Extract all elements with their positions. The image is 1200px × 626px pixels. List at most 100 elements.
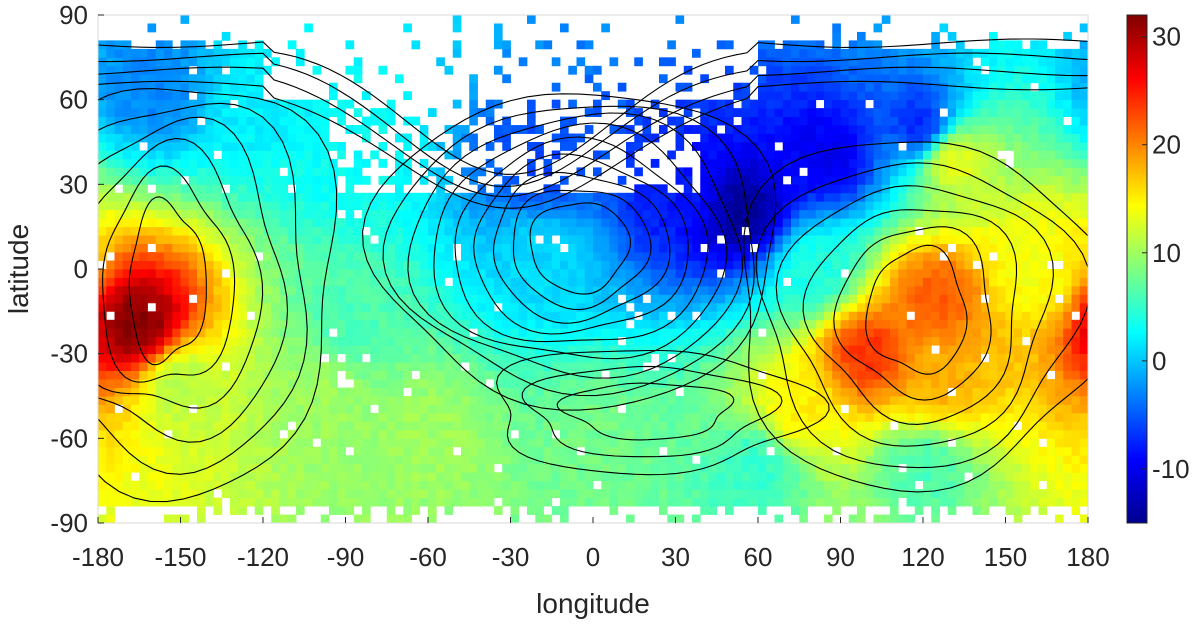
heat-cell xyxy=(881,277,891,287)
heat-cell xyxy=(683,294,693,304)
heat-cell xyxy=(1063,421,1072,431)
heat-cell xyxy=(584,387,594,397)
heat-cell xyxy=(1030,269,1039,278)
heat-cell xyxy=(494,243,503,253)
heat-cell xyxy=(989,260,998,270)
heat-cell xyxy=(246,429,256,439)
heat-cell xyxy=(782,285,792,295)
heat-cell xyxy=(254,404,264,414)
heat-cell xyxy=(1005,201,1015,211)
heat-cell xyxy=(956,302,965,312)
heat-cell xyxy=(461,379,470,388)
heat-cell xyxy=(246,455,256,465)
heat-cell xyxy=(518,404,528,414)
heat-cell xyxy=(914,387,924,397)
heat-cell xyxy=(1071,412,1081,422)
heat-cell xyxy=(411,421,421,431)
heat-cell xyxy=(923,201,932,211)
heat-cell xyxy=(114,269,124,278)
heat-cell xyxy=(799,370,808,380)
heat-cell xyxy=(279,412,289,422)
heat-cell xyxy=(419,311,429,321)
heat-cell xyxy=(543,421,553,431)
heat-cell xyxy=(832,379,841,388)
heat-cell xyxy=(1079,472,1088,482)
heat-cell xyxy=(279,209,289,219)
heat-cell xyxy=(1030,387,1039,397)
heat-cell xyxy=(659,201,668,211)
heat-cell xyxy=(774,167,784,177)
heat-cell xyxy=(601,294,610,304)
heat-cell xyxy=(989,269,998,278)
heat-cell xyxy=(914,285,924,295)
heat-cell xyxy=(312,302,322,312)
heat-cell xyxy=(741,209,751,219)
heat-cell xyxy=(279,175,289,185)
heat-cell xyxy=(642,446,652,456)
heat-cell xyxy=(428,235,437,244)
heat-cell xyxy=(312,260,322,270)
heat-cell xyxy=(650,472,660,482)
heat-cell xyxy=(733,260,742,270)
heat-cell xyxy=(205,252,214,261)
heat-cell xyxy=(898,404,907,414)
heat-cell xyxy=(1030,277,1039,287)
heat-cell xyxy=(716,133,726,143)
heat-cell xyxy=(370,277,379,287)
heat-cell xyxy=(428,218,437,228)
heat-cell xyxy=(370,446,379,456)
heat-cell xyxy=(296,150,305,160)
heat-cell xyxy=(584,252,594,261)
heat-cell xyxy=(1055,150,1064,160)
heat-cell xyxy=(626,480,635,490)
heat-cell xyxy=(164,235,173,244)
heat-cell xyxy=(1005,328,1015,338)
heat-cell xyxy=(296,319,305,329)
heat-cell xyxy=(230,489,239,498)
heat-cell xyxy=(370,412,379,422)
heat-cell xyxy=(304,446,313,456)
heat-cell xyxy=(205,311,214,321)
heat-cell xyxy=(502,396,511,405)
heat-cell xyxy=(180,201,190,211)
heat-cell xyxy=(197,387,206,397)
heat-cell xyxy=(774,158,784,168)
heat-cell xyxy=(155,438,165,448)
heat-cell xyxy=(395,480,404,490)
heat-cell xyxy=(675,336,685,346)
heat-cell xyxy=(378,192,388,202)
heat-cell xyxy=(857,506,866,515)
heat-cell xyxy=(832,438,841,448)
heat-cell xyxy=(188,302,198,312)
heat-cell xyxy=(287,387,297,397)
heat-cell xyxy=(683,167,693,177)
heat-cell xyxy=(815,404,825,414)
heat-cell xyxy=(881,243,891,253)
heat-cell xyxy=(650,370,660,380)
heat-cell xyxy=(164,201,173,211)
heat-cell xyxy=(881,497,891,507)
heat-cell xyxy=(1005,429,1015,439)
heat-cell xyxy=(708,396,718,405)
heat-cell xyxy=(147,446,157,456)
heat-cell xyxy=(139,336,148,346)
heat-cell xyxy=(469,463,478,473)
heat-cell xyxy=(518,345,528,355)
heat-cell xyxy=(708,404,718,414)
heat-cell xyxy=(898,370,907,380)
heat-cell xyxy=(378,379,388,388)
heat-cell xyxy=(964,328,973,338)
heat-cell xyxy=(353,311,363,321)
heat-cell xyxy=(815,379,825,388)
heat-cell xyxy=(230,167,239,177)
heat-cell xyxy=(147,480,157,490)
heat-cell xyxy=(1022,497,1031,507)
heat-cell xyxy=(527,218,536,228)
heat-cell xyxy=(617,370,627,380)
heat-cell xyxy=(452,345,462,355)
heat-cell xyxy=(700,396,709,405)
heat-cell xyxy=(1079,260,1088,270)
heat-cell xyxy=(980,235,990,244)
heat-cell xyxy=(931,362,940,371)
heat-cell xyxy=(296,201,305,211)
